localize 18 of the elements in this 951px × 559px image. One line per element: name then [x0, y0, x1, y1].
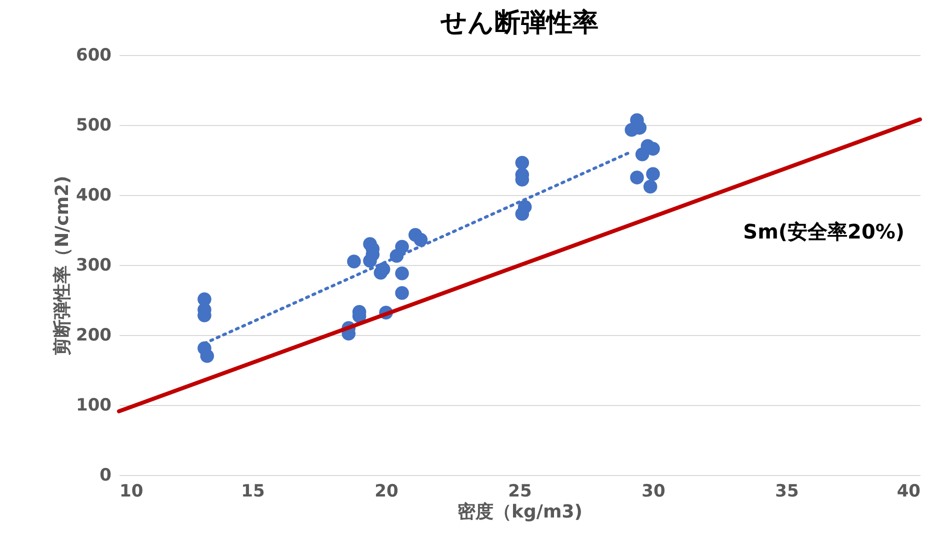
x-tick-label: 20 [374, 482, 398, 502]
series-label: Sm(安全率20%) [743, 219, 905, 244]
x-tick-label: 35 [775, 482, 799, 502]
y-tick-label: 300 [76, 256, 112, 276]
x-tick-label: 25 [508, 482, 532, 502]
x-axis-title: 密度（kg/m3) [458, 502, 582, 522]
chart-title: せん断弾性率 [440, 8, 598, 38]
y-axis-title: 剪断弾性率（N/cm2) [52, 176, 74, 356]
y-tick-label: 100 [76, 396, 112, 416]
x-tick-label: 40 [896, 482, 921, 502]
y-tick-label: 200 [76, 326, 112, 346]
y-tick-label: 600 [76, 46, 112, 66]
y-tick-label: 500 [76, 116, 112, 136]
x-tick-label: 30 [642, 482, 666, 502]
x-tick-label: 10 [120, 482, 144, 502]
y-tick-label: 0 [100, 466, 112, 486]
x-tick-label: 15 [241, 482, 265, 502]
y-tick-label: 400 [76, 186, 112, 206]
